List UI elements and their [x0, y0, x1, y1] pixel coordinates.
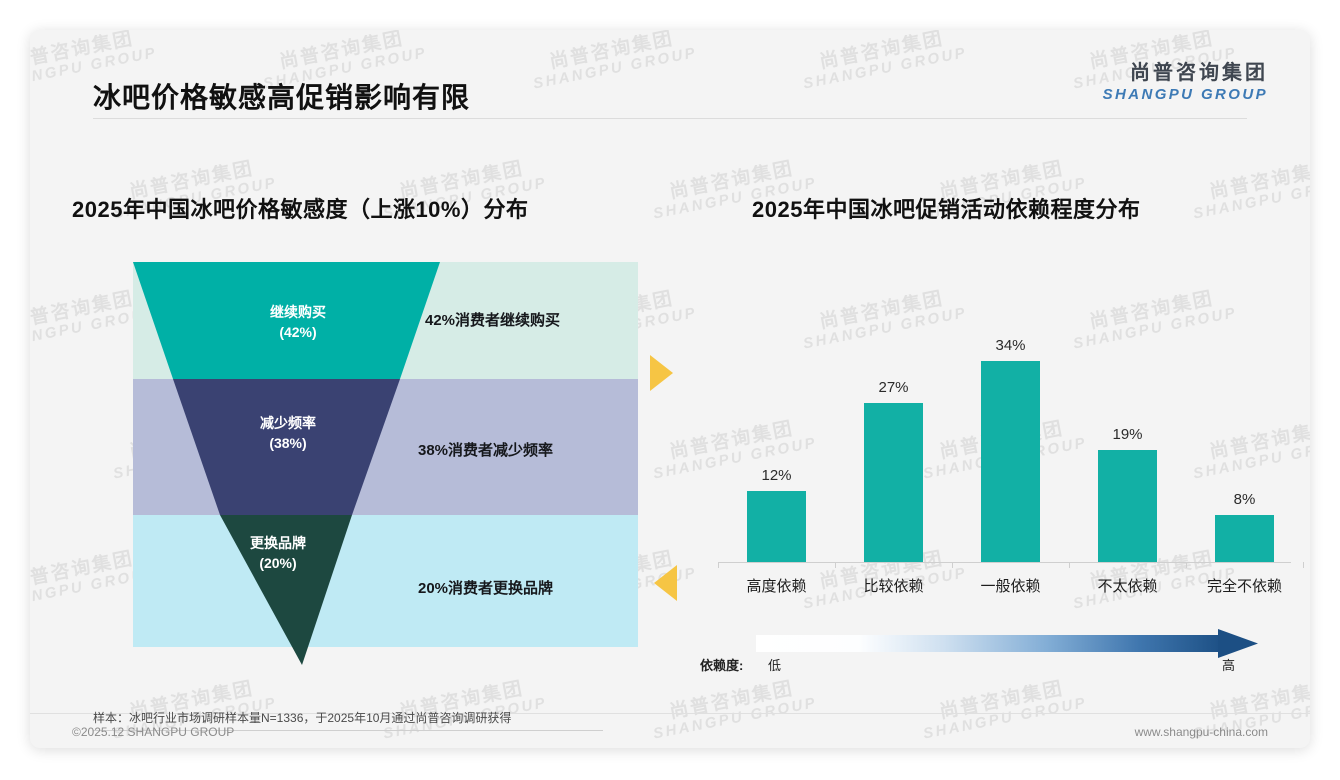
x-axis-tick	[1303, 562, 1304, 568]
bar-column: 8%	[1186, 280, 1303, 562]
x-axis-label: 完全不依赖	[1206, 578, 1282, 595]
triangle-right-icon	[650, 355, 673, 391]
bar-value-label: 19%	[1112, 426, 1143, 443]
slide-header: 冰吧价格敏感高促销影响有限 尚普咨询集团 SHANGPU GROUP	[30, 30, 1310, 120]
logo-chinese-text: 尚普咨询集团	[1130, 62, 1268, 84]
bar-column: 12%	[718, 280, 835, 562]
page-title: 冰吧价格敏感高促销影响有限	[93, 82, 471, 113]
brand-logo: 尚普咨询集团 SHANGPU GROUP	[1103, 56, 1268, 103]
funnel-annotation-2: 38%消费者减少频率	[418, 442, 554, 459]
funnel-segment-1-value: (42%)	[279, 324, 317, 341]
bar-column: 34%	[952, 280, 1069, 562]
gradient-arrow-icon	[756, 629, 1258, 658]
funnel-segment-3-value: (20%)	[259, 555, 297, 572]
legend-low-label: 低	[768, 658, 782, 673]
bar-比较依赖[interactable]	[864, 403, 923, 562]
slide-card: 尚普咨询集团 SHANGPU GROUP 尚普咨询集团 SHANGPU GROUP 尚普…	[30, 30, 1310, 748]
sample-note: 样本：冰吧行业市场调研样本量N=1336，于2025年10月通过尚普咨询调研获得	[93, 711, 512, 725]
funnel-segment-2-name: 减少频率	[260, 415, 316, 431]
funnel-shape	[133, 262, 440, 665]
funnel-segment-label-3: 更换品牌 (20%)	[178, 533, 378, 574]
funnel-annotation-3: 20%消费者更换品牌	[418, 580, 554, 597]
x-axis-line	[718, 562, 1291, 563]
copyright-text: ©2025.12 SHANGPU GROUP	[72, 725, 235, 739]
funnel-segment-3-name: 更换品牌	[250, 535, 306, 551]
bar-chart: 12% 27% 34% 19% 8% 高度依赖 比较依赖 一般依赖 不太依赖 完全不依赖	[690, 280, 1304, 610]
bar-value-label: 34%	[995, 337, 1026, 354]
x-axis-tick	[1069, 562, 1070, 568]
funnel-segment-1-name: 继续购买	[270, 304, 326, 320]
bar-高度依赖[interactable]	[747, 491, 806, 562]
footer-divider	[30, 713, 1310, 714]
logo-english-text: SHANGPU GROUP	[1102, 86, 1268, 103]
website-url[interactable]: www.shangpu-china.com	[1134, 725, 1268, 739]
bar-value-label: 8%	[1233, 491, 1256, 508]
legend-title: 依赖度:	[700, 658, 744, 673]
x-axis-tick	[1186, 562, 1187, 568]
funnel-segment-2-value: (38%)	[269, 435, 307, 452]
x-axis-tick	[718, 562, 719, 568]
bar-plot-area: 12% 27% 34% 19% 8%	[718, 280, 1283, 562]
bar-value-label: 12%	[761, 467, 792, 484]
right-chart-subtitle: 2025年中国冰吧促销活动依赖程度分布	[752, 197, 1141, 222]
funnel-segment-label-1: 继续购买 (42%)	[198, 302, 398, 343]
bar-value-label: 27%	[878, 379, 909, 396]
funnel-segment-label-2: 减少频率 (38%)	[188, 413, 388, 454]
legend-high-label: 高	[1222, 658, 1236, 673]
x-axis-tick	[835, 562, 836, 568]
funnel-chart: 继续购买 (42%) 减少频率 (38%) 更换品牌 (20%) 42%消费者继…	[70, 255, 675, 675]
x-axis-label: 一般依赖	[980, 578, 1041, 595]
bar-一般依赖[interactable]	[981, 361, 1040, 562]
bar-完全不依赖[interactable]	[1215, 515, 1274, 562]
x-axis-label: 不太依赖	[1097, 578, 1158, 595]
x-axis-label: 比较依赖	[863, 578, 924, 595]
slide-footer: ©2025.12 SHANGPU GROUP www.shangpu-china…	[30, 713, 1310, 748]
dependency-gradient-legend: 依赖度: 低 高	[690, 620, 1290, 680]
left-chart-subtitle: 2025年中国冰吧价格敏感度（上涨10%）分布	[72, 197, 529, 222]
x-axis-tick	[952, 562, 953, 568]
sample-note-divider	[93, 730, 603, 731]
x-axis-label: 高度依赖	[746, 578, 807, 595]
header-divider	[93, 118, 1247, 119]
funnel-annotation-1: 42%消费者继续购买	[425, 312, 561, 329]
triangle-left-icon	[654, 565, 677, 601]
bar-column: 19%	[1069, 280, 1186, 562]
bar-不太依赖[interactable]	[1098, 450, 1157, 562]
bar-column: 27%	[835, 280, 952, 562]
funnel-band-3	[133, 515, 638, 647]
